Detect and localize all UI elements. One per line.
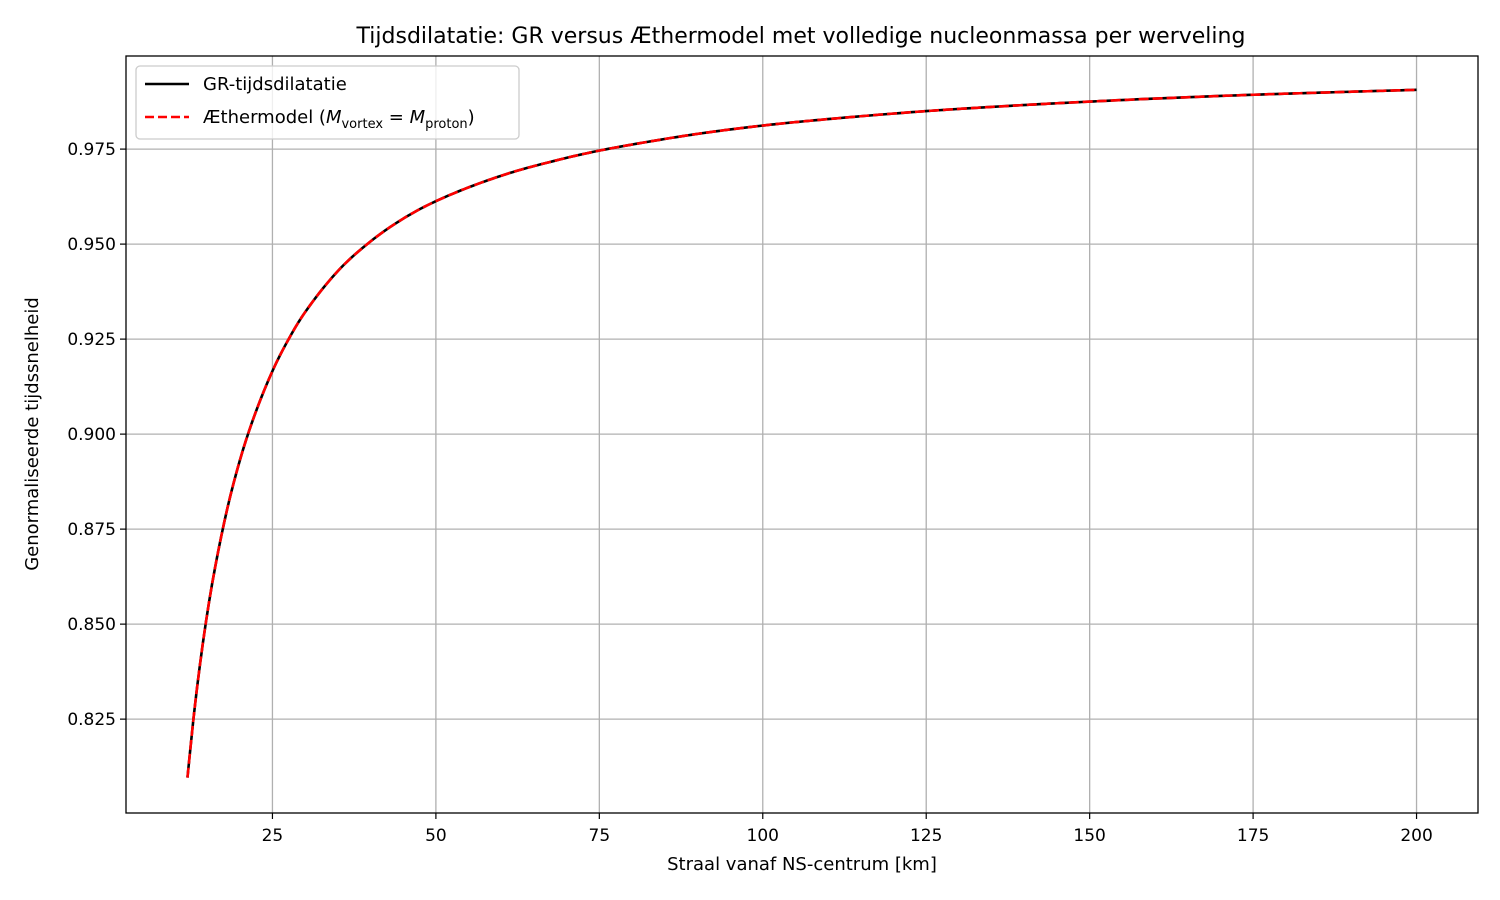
legend-label-aether: Æthermodel (Mvortex = Mproton) (203, 107, 475, 132)
legend-aether-suffix: ) (468, 107, 475, 128)
y-tick-label: 0.950 (67, 235, 116, 255)
y-tick-label: 0.850 (67, 615, 116, 635)
x-tick-label: 200 (1400, 826, 1432, 846)
series-layer (186, 88, 1417, 778)
legend-aether-eq: = (383, 107, 410, 128)
y-tick-label: 0.875 (67, 520, 116, 540)
x-tick-label: 175 (1237, 826, 1269, 846)
y-tick-label: 0.825 (67, 710, 116, 730)
x-tick-label: 50 (425, 826, 447, 846)
y-axis-label: Genormaliseerde tijdssnelheid (22, 297, 43, 571)
x-tick-label: 150 (1073, 826, 1105, 846)
legend-aether-sub2: proton (425, 117, 468, 132)
legend-aether-prefix: Æthermodel ( (203, 107, 326, 128)
y-tick-label: 0.925 (67, 330, 116, 350)
y-tick-label: 0.900 (67, 425, 116, 445)
legend: GR-tijdsdilatatie Æthermodel (Mvortex = … (135, 65, 520, 140)
x-tick-label: 125 (910, 826, 942, 846)
x-tick-label: 75 (589, 826, 611, 846)
legend-label-gr: GR-tijdsdilatatie (203, 74, 347, 95)
legend-aether-m2: M (410, 107, 426, 128)
chart-title: Tijdsdilatatie: GR versus Æthermodel met… (356, 24, 1246, 49)
y-tick-label: 0.975 (67, 140, 116, 160)
legend-aether-sub1: vortex (341, 117, 383, 132)
axis-ticks: 25 50 75 100 125 150 175 200 0.825 0.850 0.875 0.90… (67, 140, 1432, 846)
series-line-aether (186, 88, 1417, 778)
legend-aether-m1: M (326, 107, 342, 128)
x-tick-label: 25 (262, 826, 284, 846)
legend-box (135, 65, 520, 140)
grid-lines (126, 56, 1478, 813)
x-tick-label: 100 (747, 826, 779, 846)
x-axis-label: Straal vanaf NS-centrum [km] (667, 854, 937, 875)
